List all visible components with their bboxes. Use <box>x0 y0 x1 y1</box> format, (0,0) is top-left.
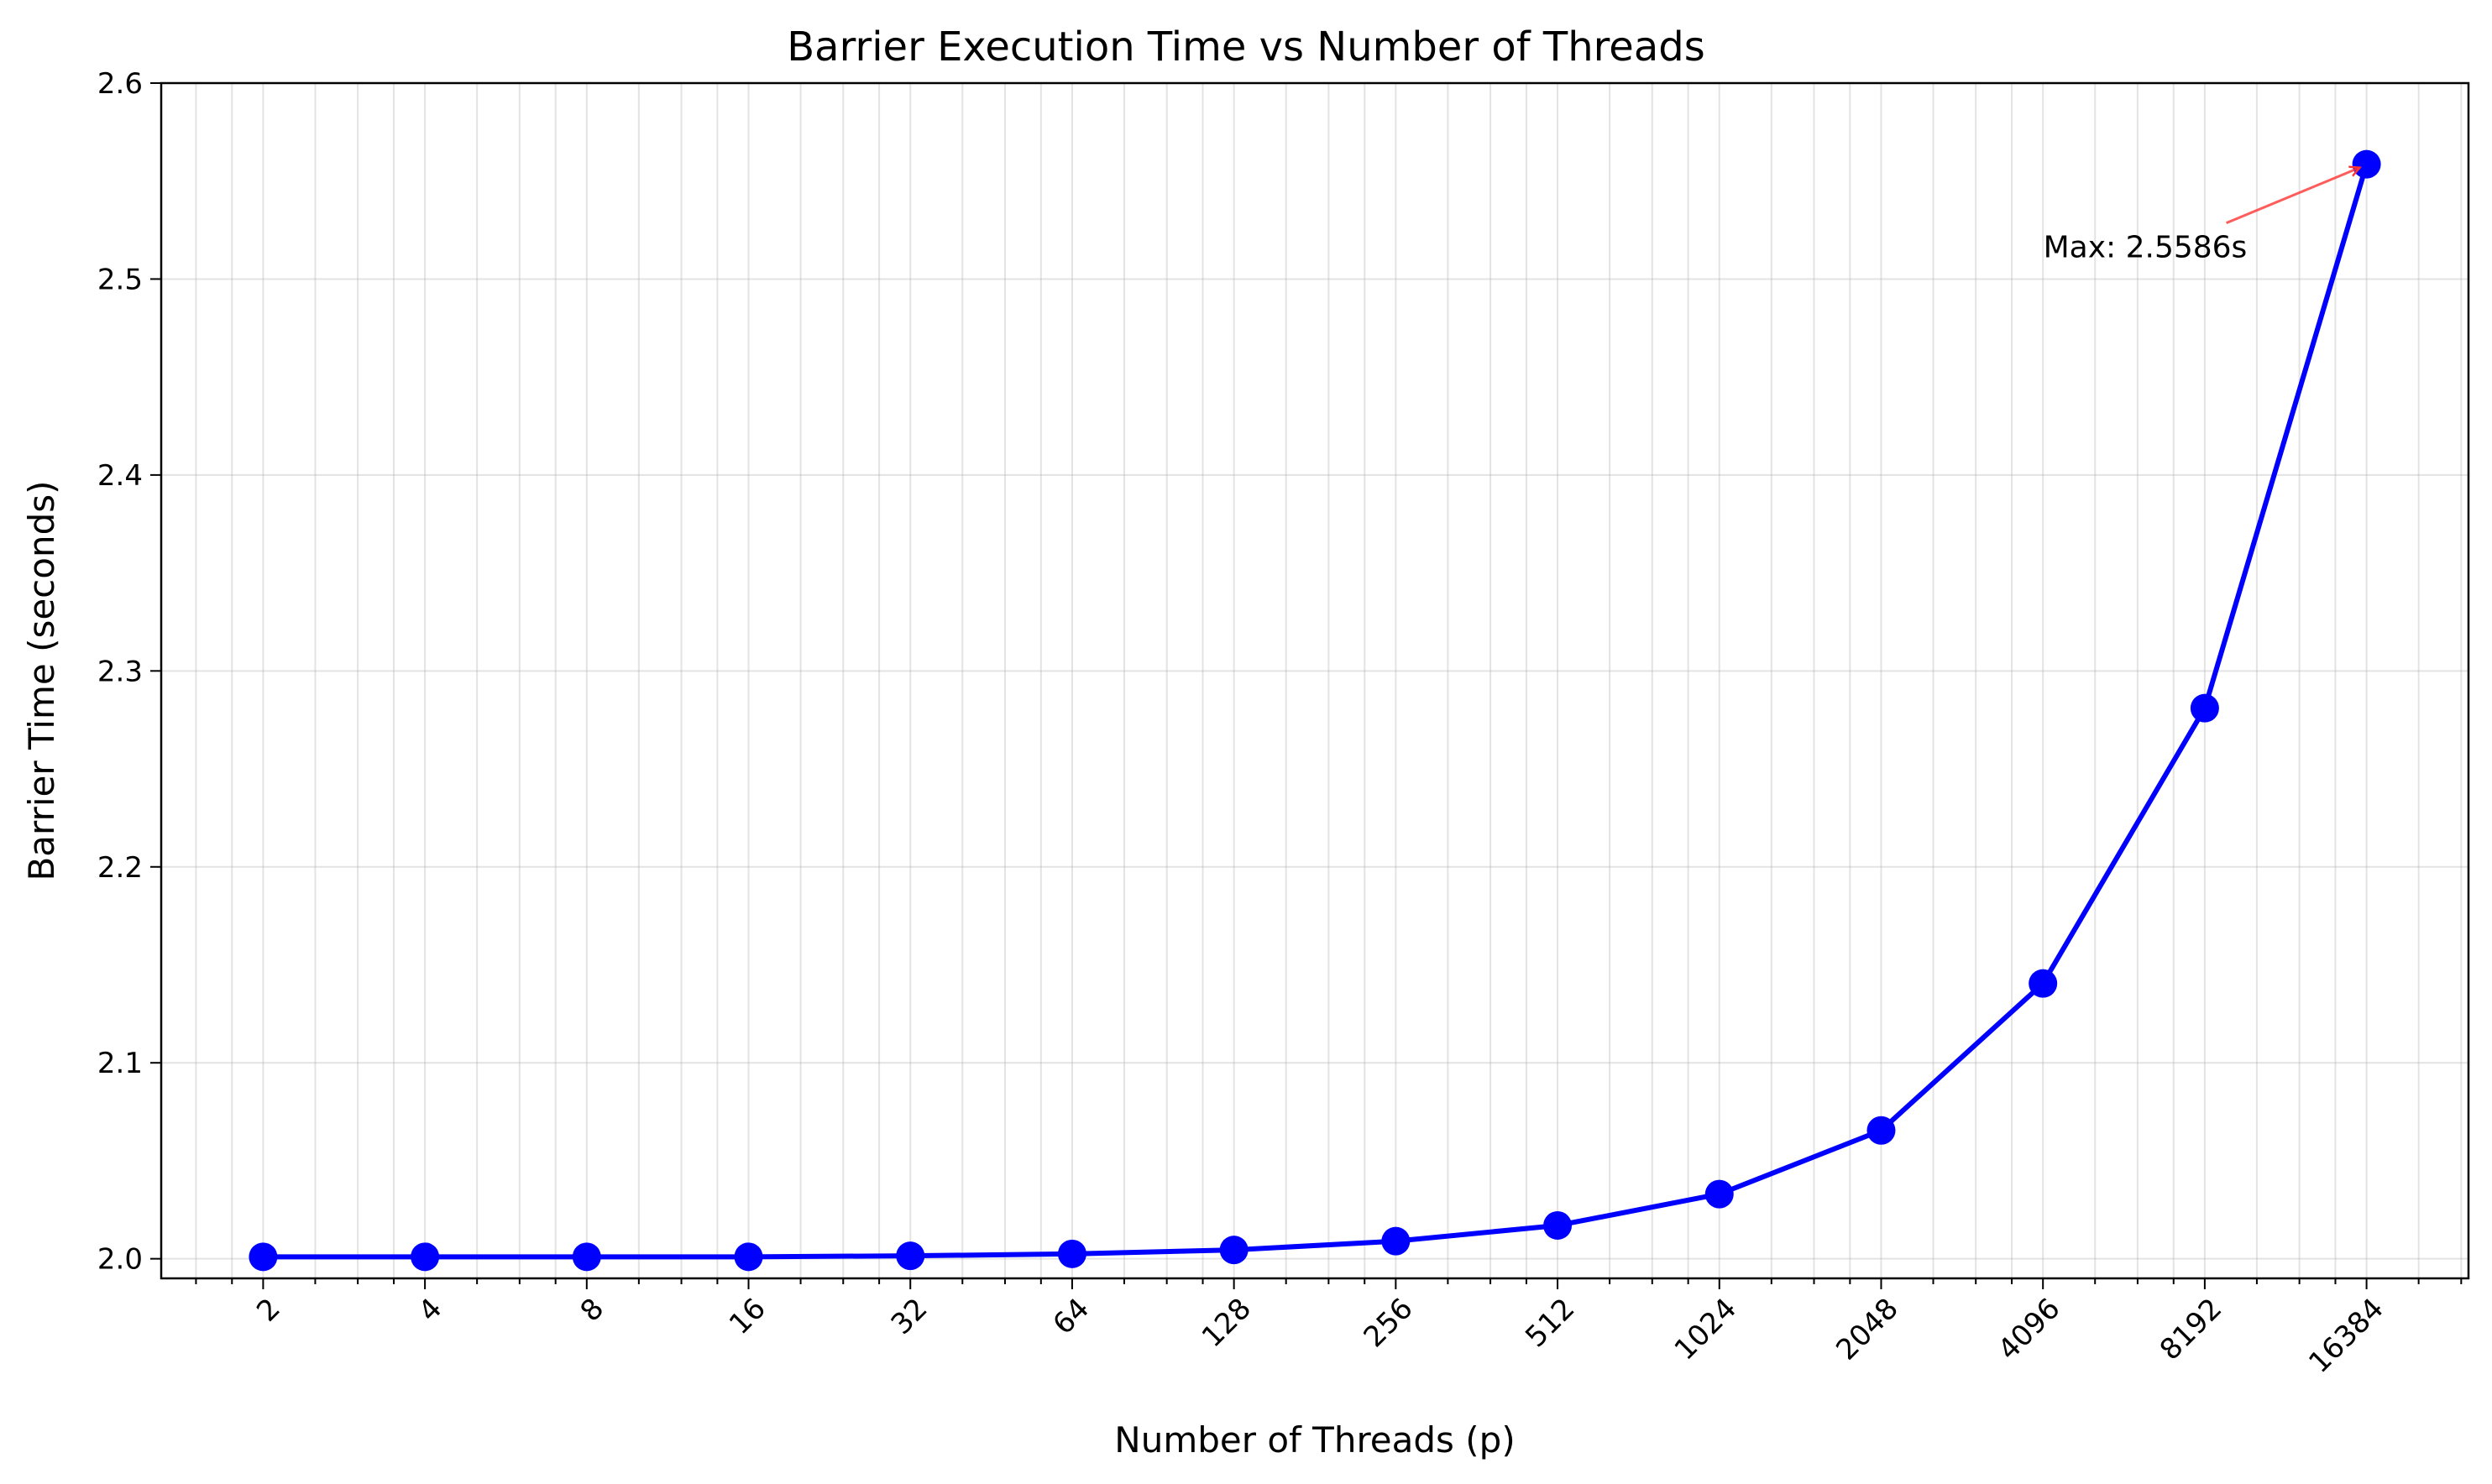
data-point <box>2029 969 2058 998</box>
data-point <box>1219 1236 1249 1265</box>
y-tick-label: 2.3 <box>97 655 143 688</box>
x-tick-label: 2048 <box>1830 1292 1904 1366</box>
chart-title: Barrier Execution Time vs Number of Thre… <box>787 24 1704 71</box>
annotation: Max: 2.5586s <box>2044 168 2360 265</box>
x-tick-label: 16384 <box>2302 1292 2390 1380</box>
data-point <box>2190 693 2219 723</box>
x-tick-label: 2 <box>250 1292 287 1329</box>
x-tick-label: 16 <box>723 1292 772 1341</box>
series-line <box>263 163 2369 1260</box>
data-point <box>1057 1239 1086 1268</box>
data-point <box>896 1241 925 1271</box>
data-point <box>1543 1210 1573 1240</box>
data-point <box>249 1242 278 1272</box>
x-tick-label: 8192 <box>2154 1292 2228 1366</box>
data-point <box>411 1242 440 1272</box>
x-tick-label: 512 <box>1519 1292 1581 1354</box>
y-tick-label: 2.6 <box>97 67 143 101</box>
annotation-arrow <box>2226 168 2360 225</box>
y-tick-label: 2.2 <box>97 851 143 885</box>
annotation-label: Max: 2.5586s <box>2044 231 2248 265</box>
y-tick-label: 2.0 <box>97 1243 143 1277</box>
x-tick-label: 256 <box>1358 1292 1420 1354</box>
x-tick-label: 32 <box>885 1292 934 1341</box>
y-tick-label: 2.5 <box>97 263 143 296</box>
x-tick-label: 4096 <box>1992 1292 2066 1366</box>
y-tick-label: 2.1 <box>97 1047 143 1080</box>
data-point <box>572 1242 601 1272</box>
y-axis-label: Barrier Time (seconds) <box>21 480 62 880</box>
data-point <box>734 1242 763 1272</box>
x-axis-label: Number of Threads (p) <box>1114 1419 1515 1460</box>
data-point <box>1704 1179 1734 1209</box>
x-tick-label: 128 <box>1196 1292 1258 1354</box>
x-tick-label: 4 <box>412 1292 449 1329</box>
plot-frame <box>160 81 2470 1280</box>
grid <box>161 82 2468 1278</box>
data-point <box>2352 149 2381 179</box>
y-tick-label: 2.4 <box>97 459 143 493</box>
series <box>249 149 2381 1272</box>
data-point <box>1381 1226 1411 1256</box>
x-tick-label: 64 <box>1046 1292 1096 1341</box>
x-tick-label: 8 <box>574 1292 611 1329</box>
x-tick-label: 1024 <box>1668 1292 1743 1366</box>
data-point <box>1866 1116 1896 1145</box>
